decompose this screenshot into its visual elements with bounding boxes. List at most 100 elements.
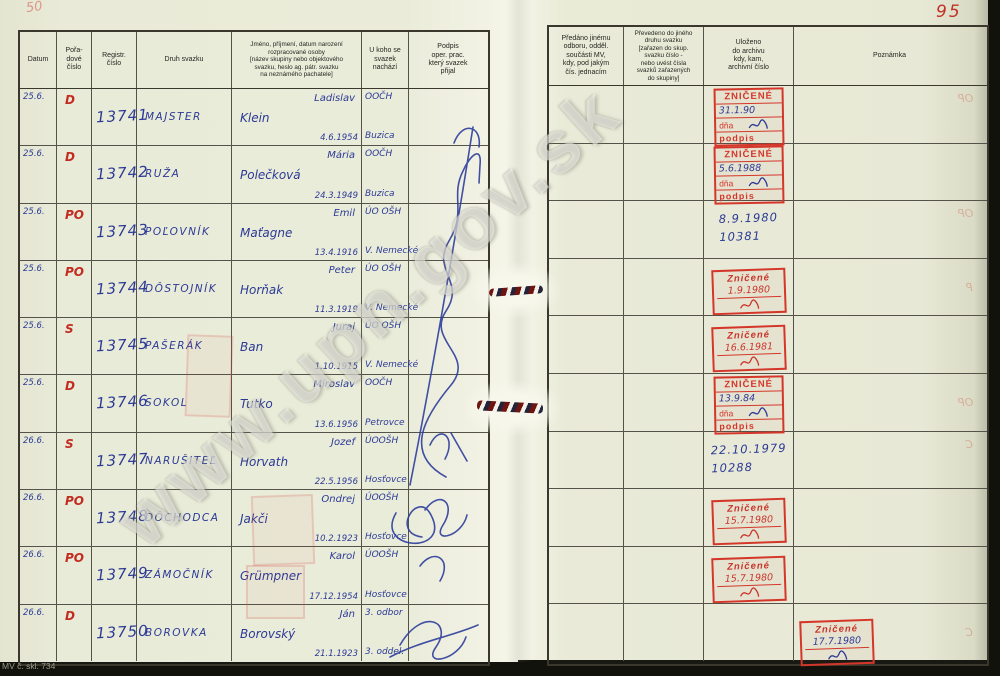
jmeno-cell: Peter Horňak 11.3.1919 — [232, 260, 362, 318]
predano-cell — [549, 431, 624, 489]
registr-cislo-cell: 13742 — [92, 146, 149, 203]
poradove-cislo-cell: D — [57, 89, 92, 146]
header-jmeno: Jméno, příjmení, datum narození rozpraco… — [232, 32, 362, 88]
left-table-header: Datum Pořa- dové číslo Registr. číslo Dr… — [20, 32, 488, 89]
datum-cell: 25.6. — [20, 260, 57, 318]
destroyed-stamp: Zničené 15.7.1980 — [710, 555, 787, 604]
poznamka-cell: OP — [794, 201, 985, 258]
destroyed-stamp: Zničené 17.7.1980 — [799, 619, 875, 667]
druh-svazku-cell: BOROVKA — [137, 604, 232, 661]
poznamka-cell — [794, 316, 985, 373]
registr-cislo-cell: 13748 — [92, 490, 149, 547]
prevedeno-cell — [624, 546, 704, 604]
table-row: 25.6. PO 13744 DÔSTOJNÍK Peter Horňak 11.3… — [20, 260, 488, 319]
handwritten-page-number: 50 — [25, 0, 44, 17]
u-koho-cell: ÚOOŠH Hosťovce — [362, 490, 409, 547]
datum-cell: 26.6. — [20, 490, 57, 547]
page-number: 95 — [936, 2, 962, 22]
registry-table-right: Předáno jinému odboru, odděl. součásti M… — [547, 25, 989, 667]
header-u-koho: U koho se svazek nachází — [362, 32, 409, 88]
table-row: Zničené 17.7.1980 C — [549, 604, 987, 667]
destroyed-stamp: ZNIČENÉ 31.1.90 dňa podpis — [712, 87, 785, 147]
stamp-bleedthrough — [250, 493, 316, 567]
datum-cell: 25.6. — [20, 203, 57, 260]
u-koho-cell: ÚOOŠH Hosťovce — [362, 547, 409, 604]
destroyed-stamp: ZNIČENÉ 5.6.1988 dňa podpis — [712, 144, 785, 205]
signature-flourish — [739, 529, 759, 539]
poradove-cislo-cell: PO — [57, 260, 92, 318]
podpis-cell — [409, 204, 487, 260]
prevedeno-cell — [624, 143, 704, 204]
jmeno-cell: Emil Maťagne 13.4.1916 — [232, 203, 362, 260]
predano-cell — [549, 143, 624, 204]
poznamka-cell: OP — [794, 374, 985, 434]
poradove-cislo-cell: PO — [57, 490, 92, 547]
header-registr-cislo: Registr. číslo — [92, 32, 137, 88]
poradove-cislo-cell: D — [57, 375, 92, 432]
destroyed-stamp: Zničené 15.7.1980 — [710, 497, 787, 546]
poradove-cislo-cell: S — [57, 432, 92, 490]
header-podpis: Podpis oper. prac. který svazek přijal — [428, 43, 468, 76]
jmeno-cell: Mária Polečková 24.3.1949 — [232, 146, 362, 203]
prevedeno-cell — [624, 316, 704, 373]
u-koho-cell: OOČH Petrovce — [362, 375, 409, 432]
druh-svazku-cell: DÔCHODCA — [137, 490, 232, 547]
prevedeno-cell — [624, 201, 704, 258]
u-koho-cell: OOČH Buzica — [362, 89, 409, 146]
bleedthrough-mark: C — [965, 437, 973, 451]
stamp-bleedthrough — [246, 565, 305, 619]
druh-svazku-cell: MAJSTER — [137, 89, 232, 146]
registr-cislo-cell: 13747 — [92, 432, 149, 490]
table-row: 22.10.1979 10288 C — [549, 431, 987, 490]
predano-cell — [549, 546, 624, 604]
jmeno-cell: Miroslav Tutko 13.6.1956 — [232, 375, 362, 432]
archive-entry-handwritten: 22.10.1979 10288 — [710, 440, 787, 476]
jmeno-cell: Ján Borovský 21.1.1923 — [232, 604, 362, 661]
prevedeno-cell — [624, 86, 704, 146]
poradove-cislo-cell: S — [57, 318, 92, 375]
archiv-cell: Zničené 15.7.1980 — [704, 489, 794, 546]
registr-cislo-cell: 13744 — [92, 260, 149, 318]
druh-svazku-cell: RUŽA — [137, 146, 232, 203]
podpis-cell — [409, 547, 487, 603]
archive-entry-handwritten: 8.9.1980 10381 — [718, 210, 779, 245]
signature-flourish — [747, 119, 767, 129]
registry-table-left: Datum Pořa- dové číslo Registr. číslo Dr… — [18, 30, 490, 666]
table-row: ZNIČENÉ 31.1.90 dňa podpis OP — [549, 86, 987, 147]
datum-cell: 26.6. — [20, 432, 57, 490]
signature-flourish — [747, 407, 767, 417]
bleedthrough-mark: OP — [957, 207, 973, 221]
prevedeno-cell — [624, 489, 704, 546]
signature-flourish — [739, 587, 759, 597]
table-row: 26.6. PO 13749 ZÁMOČNÍK Karol Grümpner 17.… — [20, 547, 488, 605]
prevedeno-cell — [624, 431, 704, 489]
header-datum: Datum — [20, 32, 57, 88]
druh-svazku-cell: ZÁMOČNÍK — [137, 547, 232, 604]
druh-svazku-cell: SOKOL — [137, 375, 232, 432]
bleedthrough-mark: C — [965, 626, 973, 640]
archiv-cell — [704, 604, 794, 661]
archiv-cell: Zničené 15.7.1980 — [704, 546, 794, 604]
header-druh-svazku: Druh svazku — [137, 32, 232, 88]
poradove-cislo-cell: PO — [57, 547, 92, 604]
archiv-cell: 8.9.1980 10381 — [704, 201, 794, 258]
druh-svazku-cell: DÔSTOJNÍK — [137, 260, 232, 318]
destroyed-stamp: Zničené 16.6.1981 — [710, 325, 787, 373]
archiv-cell: ZNIČENÉ 13.9.84 dňa podpis — [704, 373, 794, 435]
header-ulozeno-archiv: Uloženo do archivu kdy, kam, archivní čí… — [704, 27, 794, 85]
podpis-cell — [409, 89, 487, 145]
header-predano: Předáno jinému odboru, odděl. součásti M… — [549, 27, 624, 85]
table-row: ZNIČENÉ 13.9.84 dňa podpis OP — [549, 373, 987, 435]
jmeno-cell: Ondrej Jakči 10.2.1923 — [232, 490, 362, 547]
poradove-cislo-cell: D — [57, 146, 92, 203]
poznamka-cell — [794, 489, 985, 546]
poznamka-cell: OP — [794, 86, 985, 146]
datum-cell: 26.6. — [20, 547, 57, 604]
podpis-cell — [409, 490, 487, 546]
table-row: Zničené 15.7.1980 — [549, 546, 987, 605]
bleedthrough-mark: P — [966, 280, 973, 294]
registr-cislo-cell: 13741 — [92, 89, 149, 146]
predano-cell — [549, 258, 624, 316]
poradove-cislo-cell: PO — [57, 203, 92, 260]
